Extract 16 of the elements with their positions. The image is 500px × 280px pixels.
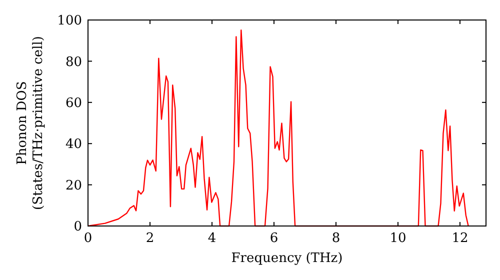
y-tick-label: 40 bbox=[65, 137, 82, 152]
y-tick-label: 0 bbox=[74, 220, 82, 235]
y-tick-label: 60 bbox=[65, 96, 82, 111]
x-tick-label: 0 bbox=[84, 231, 92, 246]
y-axis-title: Phonon DOS (States/THz·primitive cell) bbox=[15, 36, 46, 210]
x-tick-label: 2 bbox=[146, 231, 154, 246]
x-tick-label: 8 bbox=[332, 231, 340, 246]
x-tick-label: 12 bbox=[452, 231, 468, 246]
x-tick-label: 10 bbox=[390, 231, 406, 246]
x-axis-title: Frequency (THz) bbox=[231, 251, 343, 266]
x-tick-label: 6 bbox=[270, 231, 278, 246]
y-tick-label: 80 bbox=[65, 54, 82, 70]
line-series bbox=[87, 29, 469, 227]
y-tick-label: 20 bbox=[65, 178, 82, 194]
x-tick-label: 4 bbox=[208, 231, 216, 246]
y-tick-label: 100 bbox=[57, 14, 82, 29]
